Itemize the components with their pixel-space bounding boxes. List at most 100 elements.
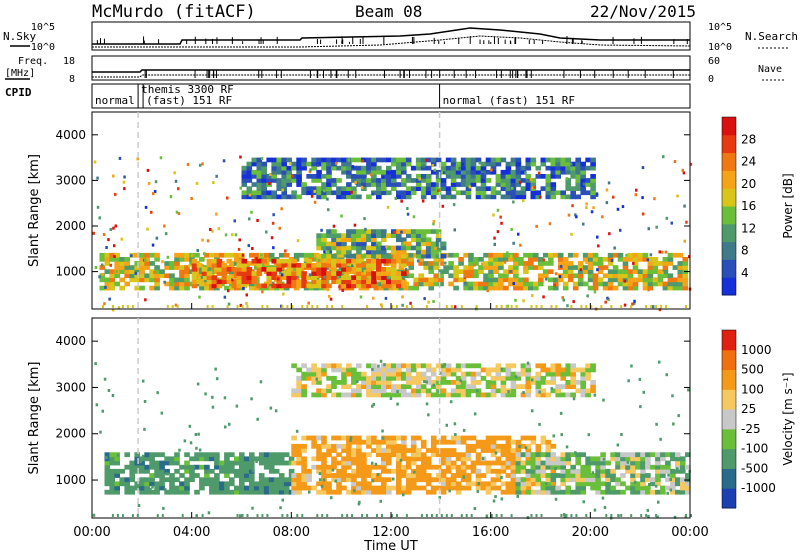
range-cell [480, 190, 487, 196]
range-cell [445, 371, 452, 377]
range-cell [520, 190, 527, 196]
range-cell [326, 275, 332, 280]
range-cell [246, 194, 253, 200]
range-cell [341, 384, 347, 389]
range-cell [347, 158, 351, 162]
range-cell [366, 485, 372, 491]
range-cell [509, 270, 512, 273]
range-cell [229, 481, 235, 487]
range-cell [381, 175, 385, 179]
range-cell [174, 252, 180, 258]
range-cell [191, 271, 198, 276]
range-cell [154, 257, 160, 262]
range-cell [321, 283, 327, 289]
range-cell [341, 275, 347, 280]
range-cell [169, 277, 175, 283]
range-cell [595, 489, 601, 495]
range-cell [216, 271, 223, 276]
range-cell [498, 277, 504, 283]
range-cell [689, 162, 693, 166]
range-cell [540, 481, 547, 487]
range-cell [169, 195, 173, 199]
range-cell [346, 452, 352, 458]
range-cell [366, 443, 372, 449]
range-cell [179, 281, 185, 287]
range-cell [627, 257, 634, 262]
range-cell [356, 363, 362, 369]
range-cell [247, 244, 250, 248]
station-title: McMurdo (fitACF) [92, 2, 256, 22]
range-cell [463, 285, 469, 291]
range-cell [450, 161, 457, 167]
range-cell [670, 489, 676, 495]
range-cell [475, 443, 482, 449]
range-cell [575, 165, 581, 171]
range-cell [435, 464, 442, 470]
range-cell [532, 186, 535, 190]
range-cell [519, 243, 522, 247]
range-cell [381, 452, 387, 458]
range-cell [386, 169, 392, 175]
range-cell [376, 233, 382, 238]
range-cell [465, 371, 472, 377]
range-cell [420, 464, 427, 470]
range-cell [321, 194, 327, 200]
range-cell [372, 402, 376, 406]
range-cell [485, 460, 492, 466]
range-cell [525, 388, 532, 394]
range-cell [336, 452, 342, 458]
range-cell [440, 489, 447, 495]
range-cell [248, 193, 252, 197]
range-cell [676, 194, 679, 198]
range-cell [149, 285, 155, 291]
range-cell [356, 388, 362, 394]
range-cell [341, 380, 347, 385]
range-cell [560, 367, 566, 373]
range-cell [163, 280, 166, 284]
range-cell [396, 392, 402, 398]
range-cell [268, 182, 271, 185]
range-cell [376, 384, 382, 389]
range-cell [121, 514, 124, 517]
range-cell [430, 448, 437, 453]
range-cell [326, 283, 332, 289]
range-cell [665, 468, 671, 474]
range-cell [224, 233, 228, 237]
range-cell [510, 489, 517, 495]
range-cell [301, 371, 307, 377]
range-cell [453, 273, 459, 279]
range-cell [301, 305, 304, 308]
range-cell [445, 174, 452, 179]
range-cell [438, 273, 444, 279]
range-cell [620, 473, 626, 478]
range-cell [318, 472, 322, 476]
range-cell [194, 489, 200, 495]
range-cell [351, 178, 357, 183]
range-cell [336, 233, 342, 238]
range-cell [490, 165, 497, 171]
range-cell [278, 226, 281, 230]
range-cell [236, 283, 243, 289]
range-cell [254, 456, 260, 462]
range-cell [174, 277, 180, 283]
range-cell [296, 271, 302, 276]
range-cell [212, 181, 215, 185]
range-cell [630, 489, 636, 495]
range-cell [134, 285, 140, 291]
range-cell [351, 264, 354, 268]
range-cell [386, 460, 392, 466]
range-cell [356, 233, 362, 238]
range-cell [590, 367, 596, 373]
range-cell [336, 190, 342, 196]
range-cell [306, 435, 312, 441]
range-cell [435, 253, 442, 259]
range-cell [476, 490, 480, 493]
range-cell [602, 265, 609, 270]
range-cell [94, 266, 98, 269]
range-cell [146, 168, 150, 172]
range-cell [338, 252, 345, 258]
range-cell [662, 261, 669, 266]
freq-tick-top: 18 [63, 56, 75, 67]
range-cell [505, 174, 512, 179]
range-cell [550, 380, 557, 385]
